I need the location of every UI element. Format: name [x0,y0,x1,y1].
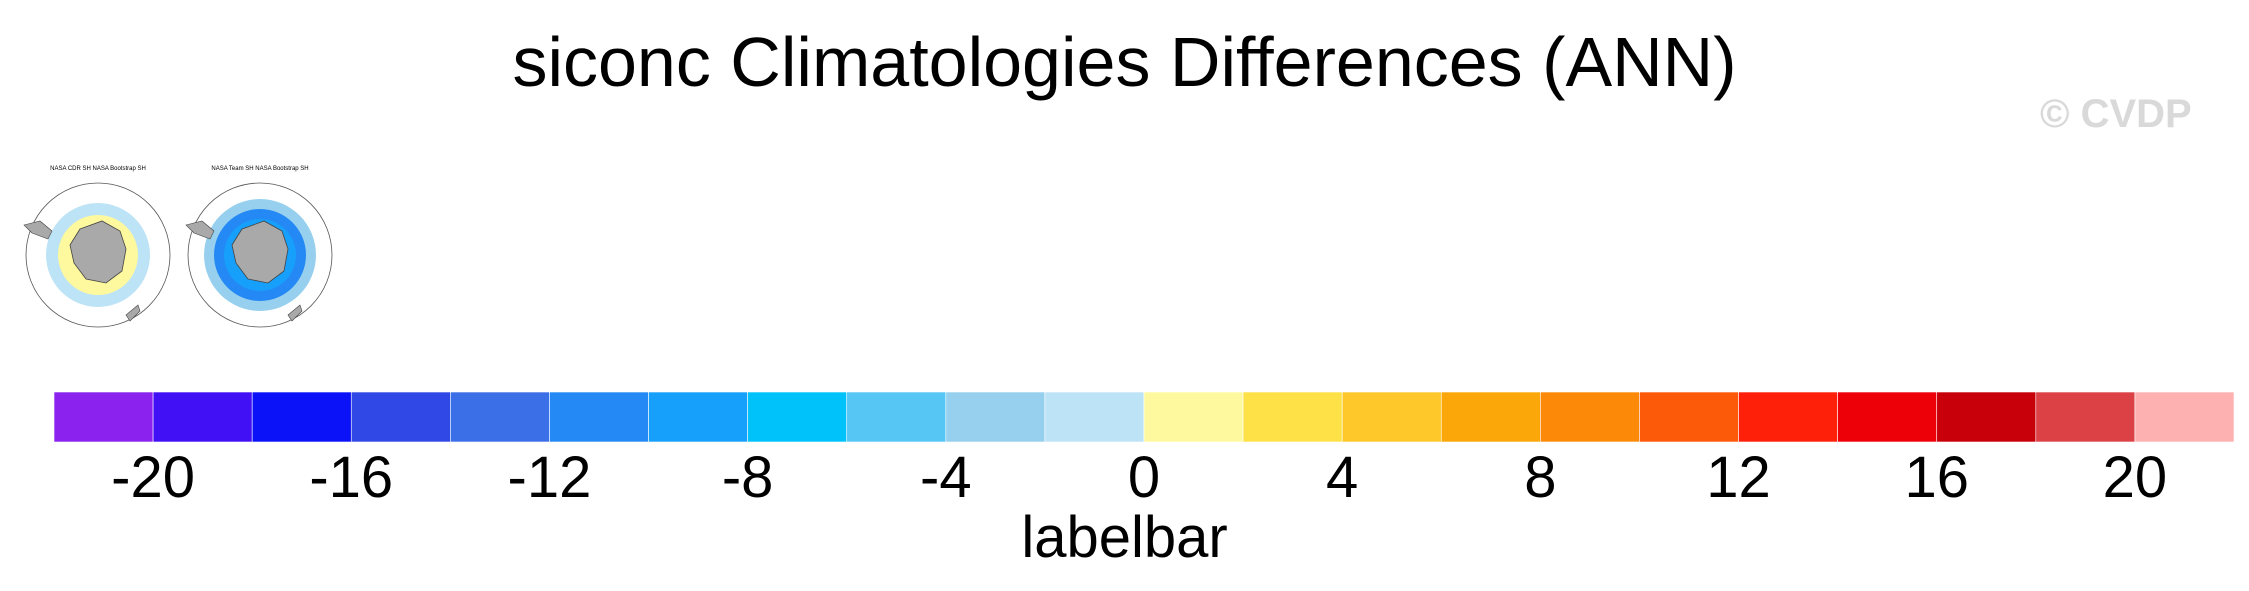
colorbar-segment [1540,391,1640,443]
antarctica-landmass [231,220,289,284]
colorbar-segment [53,391,154,443]
colorbar-segment [350,391,451,443]
polar-map [23,182,171,328]
map-panel-nasa-cdr: NASA CDR SH NASA Bootstrap SH [18,165,178,330]
colorbar-segment [846,391,947,443]
colorbar-tick-label: 0 [1128,445,1160,505]
colorbar-segment [945,391,1046,443]
colorbar-segment [1440,391,1541,443]
colorbar-segment [747,391,848,443]
colorbar-segment [251,391,352,443]
map-panel-title: NASA Team SH NASA Bootstrap SH [211,166,309,172]
colorbar-segment [648,391,748,443]
map-panel-title: NASA CDR SH NASA Bootstrap SH [50,166,146,172]
colorbar-segment [1936,391,2037,443]
colorbar-segment [1044,391,1145,443]
colorbar-segment [2035,391,2136,443]
colorbar-tick-label: -12 [508,445,592,505]
colorbar-segment [1242,391,1343,443]
new-zealand [287,304,303,322]
labelbar-title: labelbar [1021,505,1228,570]
colorbar-segment [1639,391,1739,443]
colorbar-tick-label: 20 [2103,445,2168,505]
colorbar-tick-label: 16 [1904,445,1969,505]
cvdp-watermark: © CVDP [2040,92,2192,136]
colorbar-tick-label: -20 [111,445,195,505]
colorbar-segment [2134,391,2235,443]
chart-title: siconc Climatologies Differences (ANN) [512,23,1737,101]
colorbar-tick-label: 4 [1326,445,1358,505]
colorbar-segment [1341,391,1442,443]
colorbar-tick-label: -4 [920,445,972,505]
labelbar: -20 -16 -12 -8 -4 0 4 8 12 16 20 [53,391,2235,505]
colorbar-tick-label: -8 [722,445,774,505]
antarctica-landmass [69,220,127,284]
colorbar-segment [450,391,550,443]
map-panel-nasa-team: NASA Team SH NASA Bootstrap SH [180,165,340,330]
colorbar-tick-label: 8 [1524,445,1556,505]
new-zealand [125,304,141,322]
colorbar-segment [152,391,253,443]
colorbar-segment [1143,391,1244,443]
south-america-tip [23,220,53,240]
south-america-tip [185,220,215,240]
colorbar-tick-label: -16 [309,445,393,505]
polar-map [185,182,333,328]
colorbar-segment [1837,391,1938,443]
colorbar-segment [1738,391,1838,443]
colorbar-tick-label: 12 [1706,445,1771,505]
colorbar-segment [549,391,649,443]
